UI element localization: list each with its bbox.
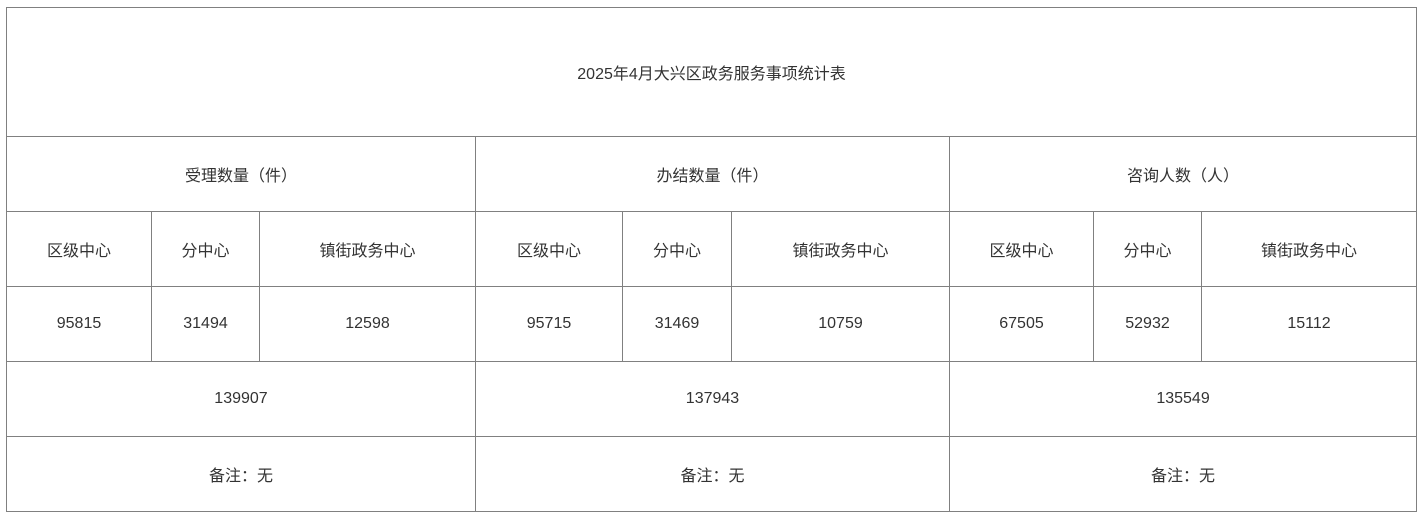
value-cell: 31469 <box>622 286 732 362</box>
value-cell: 95815 <box>6 286 152 362</box>
total-completed: 137943 <box>475 361 950 437</box>
subheader: 分中心 <box>1093 211 1202 287</box>
remark-accepted: 备注：无 <box>6 436 476 512</box>
remark-completed: 备注：无 <box>475 436 950 512</box>
value-cell: 12598 <box>259 286 476 362</box>
group-header-consultation: 咨询人数（人） <box>948 136 1418 212</box>
remark-consultation: 备注：无 <box>948 436 1418 512</box>
group-header-completed: 办结数量（件） <box>475 136 950 212</box>
subheader: 分中心 <box>622 211 732 287</box>
value-cell: 31494 <box>151 286 260 362</box>
total-accepted: 139907 <box>6 361 476 437</box>
group-header-accepted: 受理数量（件） <box>6 136 476 212</box>
subheader: 区级中心 <box>949 211 1094 287</box>
subheader: 区级中心 <box>475 211 623 287</box>
value-cell: 52932 <box>1093 286 1202 362</box>
subheader: 区级中心 <box>6 211 152 287</box>
value-cell: 95715 <box>475 286 623 362</box>
subheader: 镇街政务中心 <box>259 211 476 287</box>
statistics-table: 2025年4月大兴区政务服务事项统计表 受理数量（件） 办结数量（件） 咨询人数… <box>5 7 1418 512</box>
subheader: 镇街政务中心 <box>731 211 950 287</box>
total-consultation: 135549 <box>948 361 1418 437</box>
subheader: 镇街政务中心 <box>1200 211 1418 287</box>
table-title: 2025年4月大兴区政务服务事项统计表 <box>5 7 1418 137</box>
value-cell: 67505 <box>949 286 1094 362</box>
subheader: 分中心 <box>151 211 260 287</box>
value-cell: 10759 <box>731 286 950 362</box>
value-cell: 15112 <box>1200 286 1418 362</box>
